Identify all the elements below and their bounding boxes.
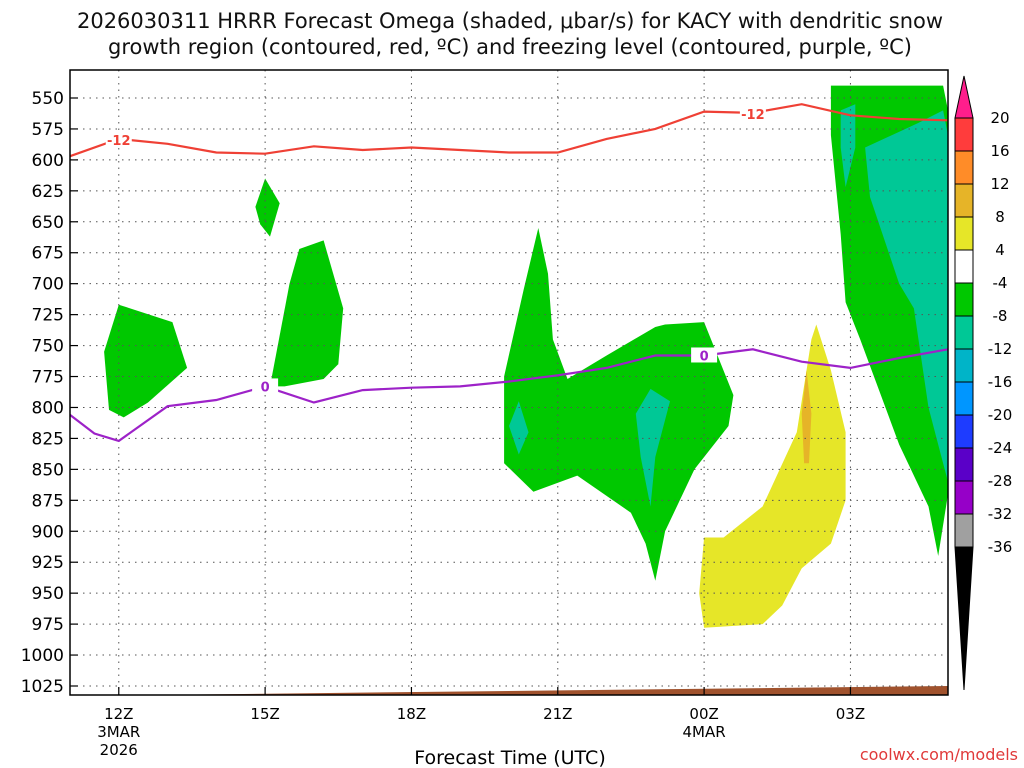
colorbar-swatch-1: [954, 117, 974, 152]
colorbar-swatch-13: [954, 513, 974, 548]
chart-title-line2: growth region (contoured, red, ºC) and f…: [108, 35, 912, 59]
colorbar-swatch-7: [954, 315, 974, 350]
y-tick-label-700: 700: [32, 275, 64, 295]
omega-green-blob-15z-upper: [255, 178, 280, 237]
colorbar-swatch-4: [954, 216, 974, 251]
freezing-label-00z: 0: [700, 349, 709, 364]
freezing-label-00z-bg: [691, 347, 718, 363]
y-tick-label-650: 650: [32, 213, 64, 233]
x-tick-label-03Z: 03Z: [836, 705, 865, 723]
freezing-label-15z: 0: [261, 380, 270, 395]
colorbar-swatch-9: [954, 381, 974, 416]
colorbar-label-12: -32: [988, 505, 1013, 523]
dgz-label-right: -12: [741, 108, 765, 123]
y-tick-label-725: 725: [32, 306, 64, 326]
x-tick-year-12Z: 2026: [100, 741, 138, 759]
colorbar-swatch-2: [954, 150, 974, 185]
colorbar-swatch-10: [954, 414, 974, 449]
colorbar-label-9: -20: [988, 406, 1013, 424]
x-axis-label: Forecast Time (UTC): [414, 747, 605, 768]
y-tick-label-975: 975: [32, 615, 64, 635]
colorbar-label-3: 8: [995, 208, 1005, 226]
y-tick-label-875: 875: [32, 491, 64, 511]
x-tick-label-21Z: 21Z: [543, 705, 572, 723]
colorbar-swatch-3: [954, 183, 974, 218]
omega-green-blob-21z: [504, 228, 734, 581]
freezing-label-15z-bg: [252, 378, 279, 394]
y-tick-label-950: 950: [32, 584, 64, 604]
credit-text: coolwx.com/models: [860, 745, 1018, 764]
colorbar-label-2: 12: [990, 175, 1009, 193]
dgz-label-left: -12: [107, 134, 131, 149]
colorbar-swatch-5: [954, 249, 974, 284]
colorbar-legend: 20 16 12 8 4 -4 -8 -12 -16 -20 -24 -28 -32 -36: [954, 75, 1013, 691]
y-tick-label-675: 675: [32, 244, 64, 264]
colorbar-label-8: -16: [988, 373, 1013, 391]
dgz-contour-line: [70, 103, 948, 158]
x-tick-label-12Z: 12Z: [104, 705, 133, 723]
omega-teal-strip-right: [865, 110, 948, 482]
omega-green-blob-11z: [104, 304, 188, 418]
plot-area: -12 -12 0 0: [69, 69, 949, 696]
plot-clip-group: -12 -12 0 0: [70, 70, 948, 695]
x-tick-label-18Z: 18Z: [397, 705, 426, 723]
y-axis: 550 575 600 625 650 675 700 725 750 775 800 825 850 8…: [21, 89, 78, 697]
x-tick-label-15Z: 15Z: [250, 705, 279, 723]
colorbar-label-0: 20: [990, 109, 1009, 127]
omega-teal-blob-23z: [635, 388, 670, 507]
colorbar-swatch-8: [954, 348, 974, 383]
colorbar-label-5: -4: [993, 274, 1008, 292]
y-tick-label-750: 750: [32, 337, 64, 357]
y-tick-label-925: 925: [32, 553, 64, 573]
x-tick-date-12Z: 3MAR: [97, 723, 140, 741]
colorbar-label-11: -28: [988, 472, 1013, 490]
colorbar-label-1: 16: [990, 142, 1009, 160]
plot-frame: [69, 69, 949, 696]
dgz-label-right-bg: [739, 106, 766, 122]
omega-teal-blob-upper-right: [840, 104, 856, 188]
y-tick-label-625: 625: [32, 182, 64, 202]
x-tick-date-00Z: 4MAR: [683, 723, 726, 741]
colorbar-label-4: 4: [995, 241, 1005, 259]
x-tick-label-00Z: 00Z: [689, 705, 718, 723]
colorbar-swatch-11: [954, 447, 974, 482]
y-tick-label-850: 850: [32, 460, 64, 480]
terrain-fill: [70, 686, 948, 695]
colorbar-label-7: -12: [988, 340, 1013, 358]
omega-green-blob-15z: [270, 240, 344, 387]
freezing-level-line: [70, 348, 948, 443]
y-tick-label-800: 800: [32, 398, 64, 418]
y-tick-label-775: 775: [32, 368, 64, 388]
y-tick-label-900: 900: [32, 522, 64, 542]
y-tick-label-1025: 1025: [21, 677, 64, 697]
colorbar-top-arrow: [954, 75, 974, 119]
y-tick-label-825: 825: [32, 429, 64, 449]
colorbar-label-6: -8: [993, 307, 1008, 325]
dgz-label-left-bg: [105, 132, 132, 148]
colorbar-label-10: -24: [988, 439, 1013, 457]
colorbar-swatch-6: [954, 282, 974, 317]
y-tick-label-575: 575: [32, 120, 64, 140]
y-tick-label-1000: 1000: [21, 646, 64, 666]
colorbar-label-13: -36: [988, 538, 1013, 556]
omega-orange-sliver: [801, 370, 812, 464]
colorbar-swatch-12: [954, 480, 974, 515]
y-tick-label-600: 600: [32, 151, 64, 171]
y-tick-label-550: 550: [32, 89, 64, 109]
chart-title-line1: 2026030311 HRRR Forecast Omega (shaded, …: [77, 9, 943, 33]
colorbar-bottom-arrow: [954, 546, 974, 691]
omega-teal-blob-21z: [509, 401, 529, 455]
